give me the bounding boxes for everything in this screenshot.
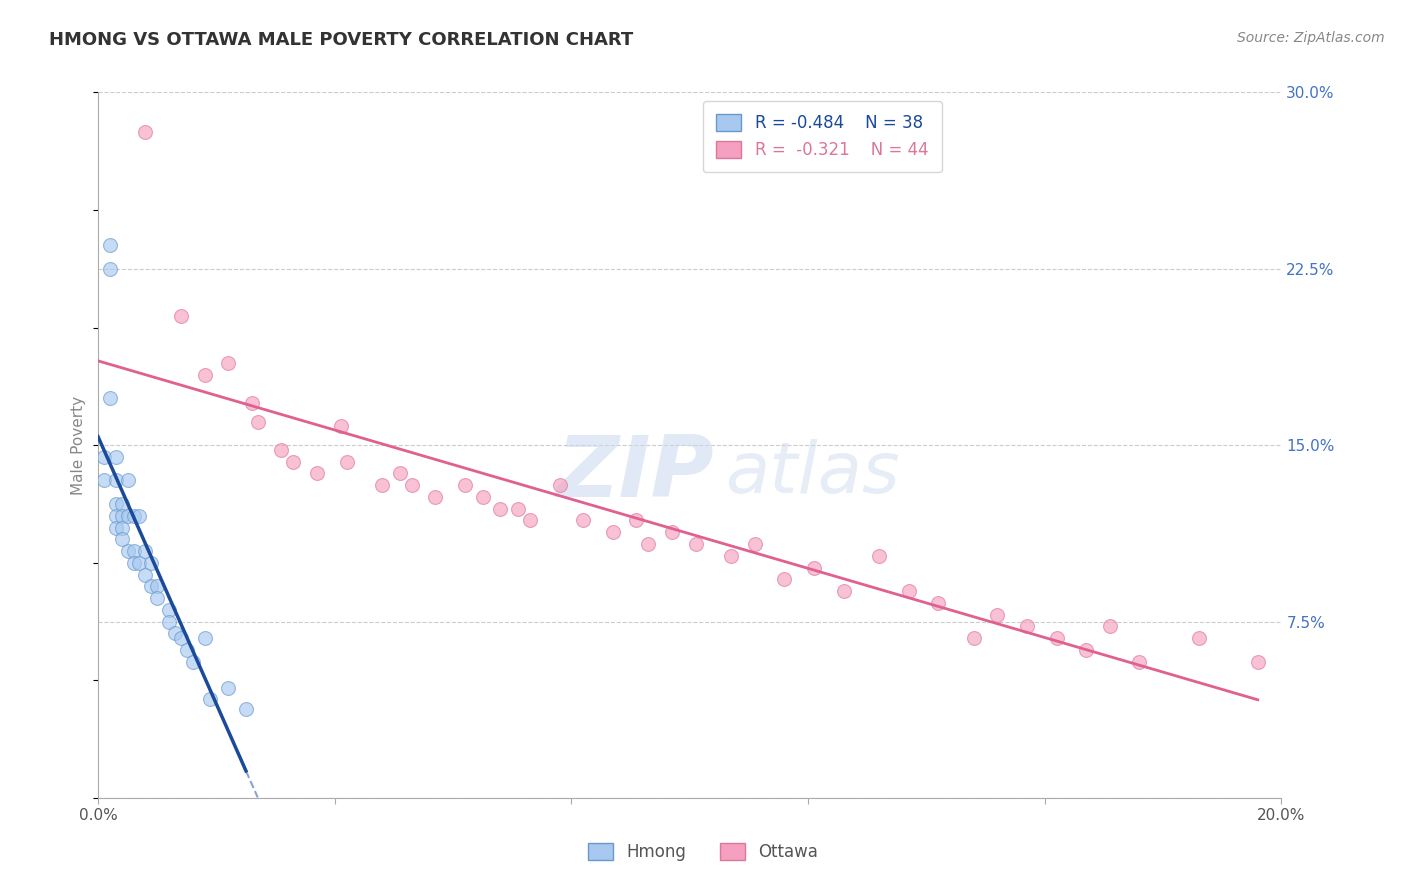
Point <box>117 474 139 488</box>
Point <box>519 514 541 528</box>
Text: Source: ZipAtlas.com: Source: ZipAtlas.com <box>1237 31 1385 45</box>
Point <box>181 655 204 669</box>
Point <box>720 549 742 563</box>
Point <box>93 450 115 464</box>
Point <box>335 455 357 469</box>
Point <box>111 508 134 523</box>
Point <box>157 615 180 629</box>
Point <box>122 508 145 523</box>
Point <box>98 238 121 252</box>
Point <box>200 692 222 706</box>
Point <box>235 701 257 715</box>
Point <box>122 556 145 570</box>
Point <box>128 508 150 523</box>
Point <box>425 490 447 504</box>
Point <box>1076 643 1098 657</box>
Point <box>104 474 127 488</box>
Point <box>170 631 193 645</box>
Point <box>104 450 127 464</box>
Point <box>401 478 423 492</box>
Point <box>246 415 269 429</box>
Point <box>329 419 352 434</box>
Point <box>927 596 949 610</box>
Point <box>111 533 134 547</box>
Point <box>283 455 305 469</box>
Text: ZIP: ZIP <box>555 432 713 515</box>
Text: HMONG VS OTTAWA MALE POVERTY CORRELATION CHART: HMONG VS OTTAWA MALE POVERTY CORRELATION… <box>49 31 634 49</box>
Point <box>1098 619 1121 633</box>
Point <box>637 537 659 551</box>
Legend: Hmong, Ottawa: Hmong, Ottawa <box>575 830 831 875</box>
Point <box>98 261 121 276</box>
Point <box>193 631 215 645</box>
Point <box>471 490 494 504</box>
Point <box>104 497 127 511</box>
Point <box>1128 655 1150 669</box>
Point <box>240 396 263 410</box>
Point <box>217 356 239 370</box>
Point <box>146 579 169 593</box>
Text: atlas: atlas <box>725 439 900 508</box>
Point <box>508 501 530 516</box>
Point <box>897 584 920 599</box>
Point <box>134 567 156 582</box>
Point <box>270 442 292 457</box>
Point <box>744 537 766 551</box>
Point <box>163 626 186 640</box>
Point <box>122 544 145 558</box>
Point <box>128 556 150 570</box>
Point <box>1015 619 1038 633</box>
Point <box>489 501 512 516</box>
Point <box>626 514 648 528</box>
Point <box>602 525 624 540</box>
Point <box>661 525 683 540</box>
Point <box>685 537 707 551</box>
Point <box>388 467 411 481</box>
Point <box>111 520 134 534</box>
Point <box>832 584 855 599</box>
Point <box>454 478 477 492</box>
Point <box>868 549 890 563</box>
Point <box>217 681 239 695</box>
Point <box>193 368 215 382</box>
Point <box>117 508 139 523</box>
Point <box>1045 631 1067 645</box>
Point <box>146 591 169 606</box>
Point <box>157 603 180 617</box>
Point <box>134 544 156 558</box>
Point <box>104 520 127 534</box>
Point <box>548 478 571 492</box>
Point <box>104 508 127 523</box>
Point <box>98 391 121 405</box>
Point <box>93 474 115 488</box>
Point <box>1247 655 1270 669</box>
Point <box>170 309 193 323</box>
Point <box>141 579 163 593</box>
Point <box>572 514 595 528</box>
Point <box>371 478 394 492</box>
Y-axis label: Male Poverty: Male Poverty <box>72 396 86 495</box>
Point <box>305 467 328 481</box>
Point <box>803 560 825 574</box>
Point <box>176 643 198 657</box>
Point <box>111 497 134 511</box>
Point <box>1187 631 1209 645</box>
Point <box>773 572 796 586</box>
Point <box>986 607 1008 622</box>
Point <box>963 631 986 645</box>
Legend: R = -0.484    N = 38, R =  -0.321    N = 44: R = -0.484 N = 38, R = -0.321 N = 44 <box>703 101 942 172</box>
Point <box>117 544 139 558</box>
Point <box>141 556 163 570</box>
Point <box>134 125 156 139</box>
